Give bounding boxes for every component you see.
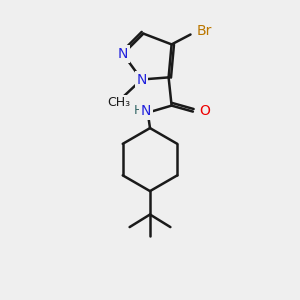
Text: N: N (118, 47, 128, 61)
Text: N: N (141, 104, 151, 118)
Text: CH₃: CH₃ (107, 96, 130, 110)
Text: Br: Br (196, 24, 212, 38)
Text: O: O (200, 104, 210, 118)
Text: H: H (134, 104, 143, 118)
Text: N: N (136, 73, 147, 86)
